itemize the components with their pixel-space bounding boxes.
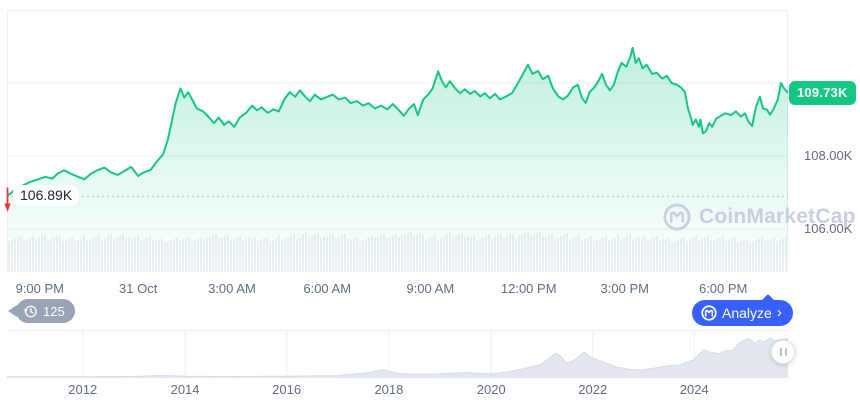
drag-handle-icon	[784, 348, 787, 356]
minimap-area-line	[7, 337, 789, 378]
main-chart-plot[interactable]	[7, 10, 788, 272]
open-price-label: 106.89K	[13, 185, 80, 207]
x-axis-label: 6:00 PM	[698, 281, 748, 296]
price-line	[7, 46, 788, 197]
x-axis-label: 12:00 PM	[500, 281, 557, 296]
timeline-drag-handle[interactable]	[771, 340, 795, 364]
timeline-year-label: 2020	[476, 382, 506, 397]
chevron-right-icon: ›	[776, 303, 782, 321]
x-axis-label: 31 Oct	[119, 281, 158, 296]
open-price-marker: 106.89K	[3, 185, 80, 214]
timeline-minimap-svg	[7, 331, 789, 378]
timeline-year-label: 2016	[272, 382, 302, 397]
analyze-button[interactable]: Analyze ›	[692, 300, 793, 326]
timeline-year-label: 2022	[578, 382, 608, 397]
timeline-minimap[interactable]	[7, 330, 789, 378]
y-axis-label: 106.00K	[804, 220, 853, 236]
price-chart-svg	[7, 10, 788, 272]
timeline-year-label: 2024	[679, 382, 709, 397]
x-axis-label: 3:00 AM	[208, 281, 256, 296]
history-count-badge[interactable]: 125	[8, 299, 75, 323]
y-axis-label: 108.00K	[804, 147, 853, 163]
price-area-fill	[7, 47, 788, 272]
x-axis-label: 6:00 AM	[303, 281, 352, 296]
coinmarketcap-logo-icon	[701, 305, 717, 321]
x-axis-label: 9:00 AM	[406, 281, 455, 296]
drag-handle-icon	[779, 348, 782, 356]
coinmarketcap-logo-icon	[663, 203, 691, 231]
minimap-area-fill	[7, 337, 788, 378]
watermark-text: CoinMarketCap	[699, 205, 856, 228]
clock-history-icon	[23, 305, 37, 317]
x-axis-label: 3:00 PM	[600, 281, 649, 296]
timeline-year-label: 2012	[68, 382, 98, 397]
timeline-year-label: 2014	[170, 382, 200, 397]
history-count: 125	[43, 303, 65, 319]
coinmarketcap-watermark: CoinMarketCap	[663, 203, 856, 231]
price-down-arrow-icon	[4, 187, 11, 213]
x-axis-label: 9:00 PM	[15, 281, 65, 296]
analyze-label: Analyze	[722, 305, 772, 321]
current-price-badge: 109.73K	[789, 80, 856, 105]
timeline-year-label: 2018	[374, 382, 404, 397]
